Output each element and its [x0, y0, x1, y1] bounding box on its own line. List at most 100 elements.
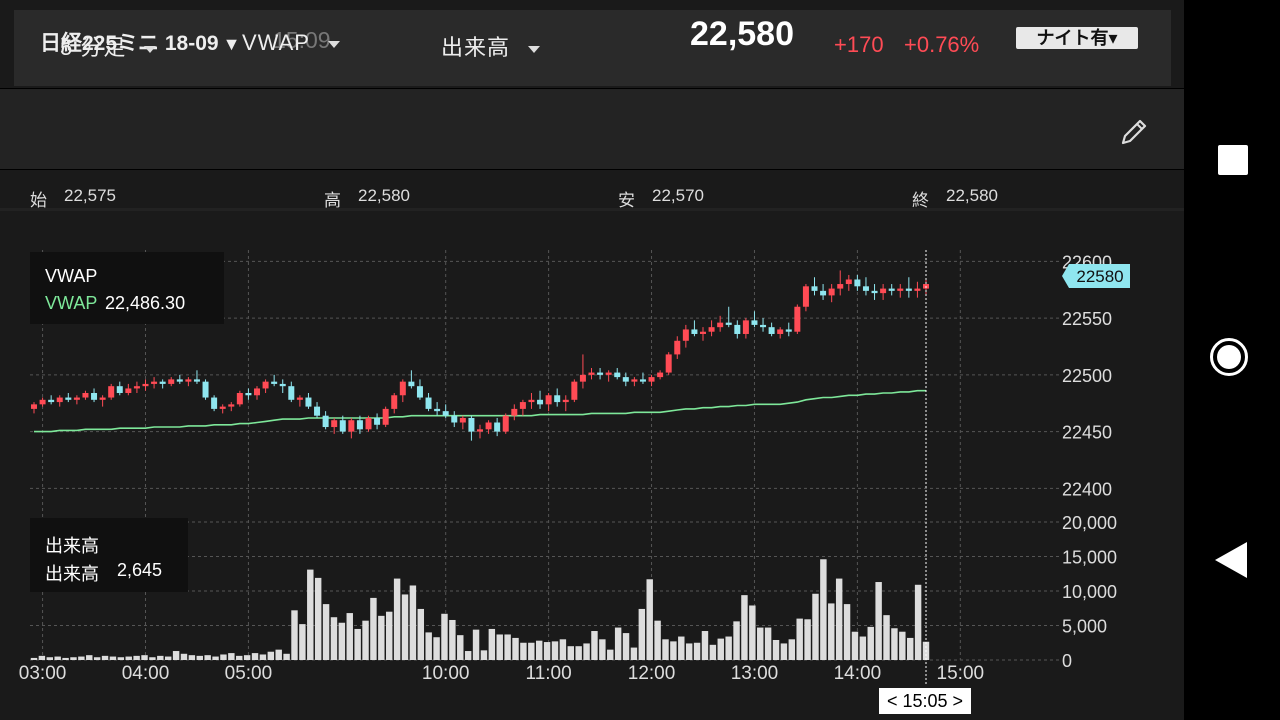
- volume-bar: [409, 585, 417, 660]
- volume-bar: [378, 615, 385, 660]
- volume-bar: [401, 594, 409, 660]
- chevron-down-icon: [528, 45, 541, 53]
- volume-bar: [591, 631, 598, 660]
- volume-bar: [370, 597, 377, 660]
- time-tick-label: 14:00: [834, 663, 882, 684]
- candle-body: [331, 420, 338, 428]
- candle-body: [742, 320, 749, 334]
- volume-bar: [228, 653, 235, 660]
- candle-body: [39, 399, 46, 405]
- volume-bar: [204, 655, 211, 660]
- volume-bar: [875, 582, 882, 660]
- volume-bar: [283, 653, 290, 660]
- volume-bar: [133, 655, 140, 660]
- volume-bar: [480, 650, 488, 660]
- volume-bar: [299, 624, 306, 660]
- candle-body: [399, 381, 406, 396]
- volume-bar: [330, 617, 338, 660]
- volume-bar: [417, 608, 425, 660]
- open-label: 始: [30, 191, 47, 210]
- candle-body: [468, 417, 475, 432]
- candle-body: [314, 406, 321, 416]
- candle-body: [717, 322, 724, 328]
- volume-bar: [851, 631, 859, 660]
- candle-body: [236, 392, 243, 405]
- cursor-time-tag[interactable]: < 15:05 >: [879, 688, 971, 714]
- price-volume-chart[interactable]: 224002245022500225502260005,00010,00015,…: [0, 212, 1184, 720]
- candle-body: [262, 381, 269, 389]
- session-dropdown[interactable]: ナイト有▾: [1016, 27, 1138, 49]
- volume-tick-label: 0: [1062, 651, 1072, 671]
- recent-apps-icon[interactable]: [1218, 145, 1248, 175]
- volume-legend-title: 出来高: [45, 536, 99, 556]
- volume-bar: [78, 656, 85, 660]
- volume-bar: [764, 627, 772, 660]
- candle-body: [554, 395, 561, 403]
- candle-body: [228, 404, 235, 407]
- volume-bar: [449, 619, 456, 660]
- candle-body: [528, 399, 535, 403]
- volume-bar: [575, 646, 582, 660]
- candle-body: [125, 388, 132, 393]
- volume-bar: [141, 655, 148, 660]
- last-price-tag-text: 22580: [1076, 267, 1123, 286]
- volume-bar: [291, 610, 298, 660]
- volume-bar: [457, 635, 464, 660]
- time-tick-label: 05:00: [225, 663, 273, 684]
- back-icon[interactable]: [1215, 542, 1247, 578]
- candle-body: [339, 420, 346, 432]
- volume-bar: [757, 627, 764, 660]
- interval-dropdown[interactable]: 5 分足: [60, 30, 157, 62]
- candle-body: [880, 288, 887, 294]
- indicator-dropdown[interactable]: VWAP: [242, 30, 340, 56]
- volume-bar: [678, 636, 685, 660]
- volume-bar: [149, 657, 156, 660]
- volume-bar: [338, 622, 346, 660]
- candle-body: [108, 386, 115, 398]
- candle-body: [476, 429, 484, 432]
- home-icon-dot: [1217, 345, 1241, 369]
- quote-time: 15:09: [273, 27, 331, 53]
- symbol-name: 日経225ミニ 18-09: [40, 32, 219, 55]
- candle-body: [374, 417, 381, 425]
- candle-body: [459, 417, 466, 423]
- symbol-selector[interactable]: 日経225ミニ 18-09 ▼: [40, 27, 240, 57]
- volume-bar: [788, 639, 796, 660]
- axis-labels: 224002245022500225502260005,00010,00015,…: [19, 252, 1117, 684]
- candle-body: [425, 397, 432, 409]
- last-price: 22,580: [690, 15, 794, 53]
- volume-bar: [236, 655, 243, 660]
- subchart-dropdown[interactable]: 出来高: [441, 30, 541, 62]
- candle-body: [631, 379, 638, 382]
- volume-bar: [46, 657, 54, 660]
- candle-body: [614, 372, 621, 378]
- time-tick-label: 11:00: [526, 663, 572, 684]
- vwap-legend-name: VWAP: [45, 293, 98, 313]
- volume-bar: [559, 639, 567, 660]
- vwap-legend: VWAP VWAP 22,486.30: [30, 252, 224, 324]
- candle-body: [537, 399, 544, 405]
- price-tick-label: 22550: [1062, 309, 1112, 329]
- candle-body: [99, 397, 106, 400]
- candle-body: [65, 397, 72, 400]
- candle-body: [442, 411, 449, 416]
- volume-bar: [267, 651, 275, 660]
- candle-body: [785, 329, 792, 332]
- volume-bar: [709, 644, 717, 660]
- volume-bar: [693, 642, 701, 660]
- candle-body: [494, 422, 501, 432]
- chevron-down-icon: [144, 45, 157, 53]
- candle-body: [271, 381, 278, 384]
- time-tick-label: 13:00: [731, 663, 779, 684]
- candle-body: [159, 381, 166, 384]
- pencil-icon[interactable]: [1118, 116, 1150, 148]
- candle-body: [365, 417, 372, 430]
- home-icon[interactable]: [1210, 338, 1248, 376]
- volume-bar: [362, 620, 369, 660]
- candle-body: [116, 386, 123, 393]
- volume-bar: [670, 641, 677, 660]
- candle-body: [502, 415, 509, 432]
- volume-bar: [322, 604, 330, 660]
- volume-tick-label: 10,000: [1062, 582, 1117, 602]
- candle-body: [820, 290, 827, 296]
